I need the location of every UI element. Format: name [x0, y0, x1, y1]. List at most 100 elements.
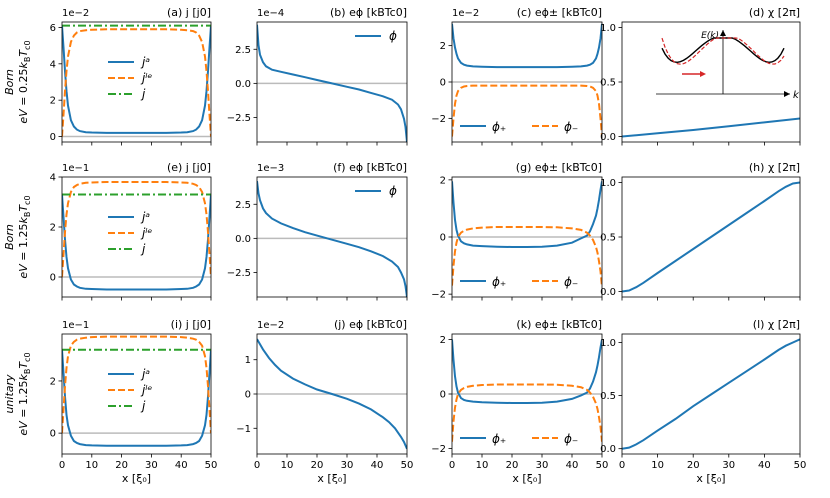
- row-label-voltage: eV = 1.25kBTc0: [17, 352, 32, 435]
- x-tick-label: 50: [596, 460, 609, 471]
- legend-label: jᵃ: [140, 55, 150, 69]
- y-tick-label: 0.5: [600, 233, 616, 244]
- x-tick-label: 30: [536, 460, 549, 471]
- panel-title: (j) eϕ [kBTc0]: [334, 318, 407, 331]
- axis-exponent: 1e−2: [257, 320, 284, 331]
- x-tick-label: 20: [687, 460, 700, 471]
- panel-title: (f) eϕ [kBTc0]: [333, 161, 407, 174]
- y-tick-label: 1.0: [600, 23, 616, 34]
- y-tick-label: 0: [245, 390, 251, 401]
- series-ja: [62, 194, 211, 291]
- inset-k-arrowhead: [784, 91, 790, 97]
- panel-title: (g) eϕ± [kBTc0]: [516, 161, 602, 174]
- series-phi_plus: [452, 339, 602, 404]
- y-tick-label: −2.5: [227, 268, 251, 279]
- y-tick-label: 1.0: [600, 178, 616, 189]
- panel-d: 0.0 0.5 1.0 (d) χ [2π] E(k) k: [600, 6, 801, 146]
- y-tick-label: 0.0: [600, 132, 616, 143]
- panel-c: −2 0 2 (c) eϕ± [kBTc0] 1e−2 ϕ₊ ϕ₋: [431, 6, 603, 146]
- y-tick-label: 0: [440, 233, 446, 244]
- y-tick-label: −2: [431, 444, 446, 455]
- y-tick-label: 0.0: [235, 79, 251, 90]
- series-phi: [257, 180, 407, 297]
- y-tick-label: 0.5: [600, 391, 616, 402]
- x-tick-label: 20: [506, 460, 519, 471]
- y-tick-label: 0.0: [235, 234, 251, 245]
- series-phi_minus: [452, 383, 602, 442]
- x-axis-label: x [ξ₀]: [122, 472, 151, 485]
- legend-label: ϕ₋: [564, 120, 578, 134]
- inset-xlabel: k: [793, 90, 800, 101]
- panel-title: (a) j [j0]: [167, 6, 211, 19]
- inset-shift-arrowhead: [700, 71, 706, 77]
- x-tick-label: 0: [619, 460, 625, 471]
- x-tick-label: 10: [476, 460, 489, 471]
- legend-label: ϕ₊: [492, 432, 506, 446]
- y-tick-label: 1.0: [600, 338, 616, 349]
- panel-title: (b) eϕ [kBTc0]: [330, 6, 407, 19]
- inset-dispersion: E(k) k: [656, 30, 800, 101]
- series-chi: [622, 181, 800, 293]
- panel-title: (h) χ [2π]: [749, 161, 800, 174]
- series-jle: [62, 181, 211, 278]
- y-tick-label: −2.5: [227, 113, 251, 124]
- axis-exponent: 1e−1: [62, 163, 89, 174]
- x-tick-label: 10: [85, 460, 98, 471]
- axis-exponent: 1e−3: [257, 163, 284, 174]
- y-tick-label: −2: [431, 114, 446, 125]
- y-tick-label: 0: [50, 132, 56, 143]
- x-tick-label: 50: [205, 460, 218, 471]
- x-tick-label: 40: [175, 460, 188, 471]
- y-tick-label: 2: [50, 223, 56, 234]
- panel-e: 0 2 4 (e) j [j0] 1e−1 jᵃ jˡᵉ j: [50, 161, 212, 301]
- y-tick-label: 0: [50, 429, 56, 440]
- x-axis-label: x [ξ₀]: [512, 472, 541, 485]
- row-label-scattering: Born: [3, 224, 16, 250]
- y-tick-label: 0: [50, 273, 56, 284]
- y-tick-label: 0.0: [600, 287, 616, 298]
- x-axis-label: x [ξ₀]: [696, 472, 725, 485]
- panel-title: (l) χ [2π]: [753, 318, 800, 331]
- y-tick-label: 2: [440, 335, 446, 346]
- legend-label: ϕ₋: [564, 432, 578, 446]
- x-tick-label: 40: [758, 460, 771, 471]
- series-ja: [62, 25, 211, 134]
- legend-label: ϕ₊: [492, 120, 506, 134]
- y-tick-label: −2: [431, 290, 446, 301]
- panel-f: −2.5 0.0 2.5 (f) eϕ [kBTc0] 1e−3 ϕ: [227, 161, 408, 301]
- legend-label: jˡᵉ: [140, 226, 152, 240]
- series-phi_minus: [452, 84, 602, 137]
- inset-e-arrowhead: [720, 30, 726, 36]
- y-tick-label: 2: [50, 376, 56, 387]
- legend-label: ϕ₊: [492, 275, 506, 289]
- y-tick-label: 2: [440, 175, 446, 186]
- y-tick-label: 4: [50, 59, 56, 70]
- x-tick-label: 30: [145, 460, 158, 471]
- series-jle: [62, 28, 211, 137]
- legend-label: jˡᵉ: [140, 383, 152, 397]
- y-tick-label: 4: [50, 173, 56, 184]
- series-phi_minus: [452, 226, 602, 288]
- x-tick-label: 20: [115, 460, 128, 471]
- y-tick-label: 0: [440, 390, 446, 401]
- legend-label: ϕ₋: [564, 275, 578, 289]
- panel-title: (e) j [j0]: [167, 161, 211, 174]
- x-tick-label: 40: [371, 460, 384, 471]
- x-tick-label: 10: [651, 460, 664, 471]
- axes-frame: [61, 21, 212, 143]
- series-jle: [62, 335, 211, 434]
- x-tick-label: 30: [341, 460, 354, 471]
- row-label-voltage: eV = 0.25kBTc0: [17, 40, 32, 123]
- axis-exponent: 1e−4: [257, 8, 284, 19]
- x-tick-label: 0: [254, 460, 260, 471]
- axes-frame: [621, 333, 801, 455]
- panel-title: (d) χ [2π]: [749, 6, 800, 19]
- legend-label: jᵃ: [140, 210, 150, 224]
- axes-frame: [256, 176, 408, 298]
- panel-l: 0.0 0.5 1.0 0 10 20 30 40 50 x [ξ₀] (l) χ [2π]: [600, 318, 806, 485]
